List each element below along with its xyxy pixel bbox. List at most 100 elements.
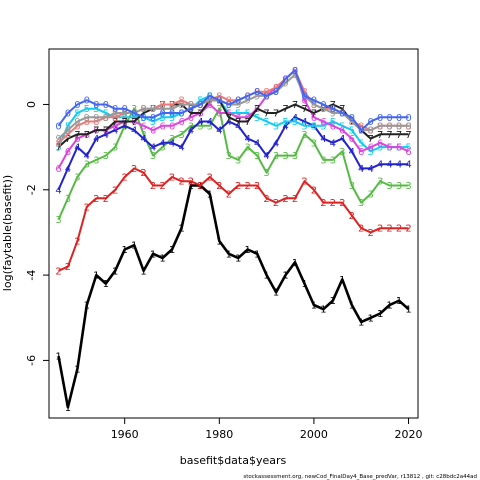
series-point: 6	[301, 96, 307, 107]
series-point: 2	[235, 181, 241, 192]
series-point: 5	[377, 143, 383, 154]
series-point: 2	[339, 198, 345, 209]
series-point: 3	[263, 168, 269, 179]
series-point: 0	[273, 87, 279, 98]
series-point: 5	[349, 126, 355, 137]
series-point: 3	[207, 121, 213, 132]
series-point: 5	[84, 104, 90, 115]
series-line	[57, 107, 409, 221]
series-point: 9	[254, 91, 260, 102]
series-point: 9	[159, 104, 165, 115]
series-point: 9	[84, 113, 90, 124]
series-point: 4	[178, 143, 184, 154]
series-point: 6	[159, 121, 165, 132]
series-point: 3	[320, 155, 326, 166]
series-point: 9	[207, 96, 213, 107]
series-point: 3	[292, 151, 298, 162]
series-point: 0	[339, 109, 345, 120]
series-point: 2	[178, 177, 184, 188]
series-point: 1	[207, 190, 213, 201]
series-point: 9	[292, 70, 298, 81]
series-point: 1	[169, 245, 175, 256]
series-point: 4	[131, 126, 137, 137]
series-point: 6	[74, 134, 80, 145]
series-point: 1	[188, 181, 194, 192]
series-point: 1	[358, 318, 364, 329]
series-point: 5	[159, 113, 165, 124]
series-point: 5	[150, 117, 156, 128]
series-point: 4	[216, 126, 222, 137]
series-point: 9	[188, 100, 194, 111]
series-point: 3	[84, 160, 90, 171]
series-point: 3	[339, 147, 345, 158]
series-point: 5	[330, 117, 336, 128]
series-point: 4	[358, 164, 364, 175]
series-point: 6	[330, 121, 336, 132]
series-point: 0	[112, 104, 118, 115]
series-point: 9	[74, 117, 80, 128]
series-point: 7	[301, 104, 307, 115]
series-point: 4	[74, 143, 80, 154]
series-point: 7	[122, 117, 128, 128]
series-point: 5	[405, 143, 411, 154]
series-point: 9	[330, 109, 336, 120]
series-point: 2	[216, 181, 222, 192]
series-point: 7	[330, 100, 336, 111]
series-point: 6	[377, 138, 383, 149]
series-point: 5	[311, 121, 317, 132]
y-tick-label: 0	[25, 101, 38, 108]
series-point: 9	[93, 113, 99, 124]
series-point: 4	[197, 117, 203, 128]
x-tick-label: 1960	[111, 428, 139, 441]
series-point: 1	[330, 296, 336, 307]
series-point: 0	[405, 113, 411, 124]
series-point: 2	[93, 194, 99, 205]
series-point: 4	[235, 121, 241, 132]
series-point: 3	[386, 181, 392, 192]
series-point: 5	[320, 121, 326, 132]
series-point: 7	[263, 109, 269, 120]
series-point: 3	[235, 155, 241, 166]
series-point: 1	[122, 245, 128, 256]
series-point: 1	[386, 301, 392, 312]
series-point: 6	[339, 126, 345, 137]
series-point: 3	[282, 151, 288, 162]
series-point: 3	[377, 177, 383, 188]
series-point: 6	[226, 109, 232, 120]
series-point: 2	[320, 198, 326, 209]
series-point: 2	[311, 185, 317, 196]
series-point: 6	[112, 121, 118, 132]
series-point: 5	[74, 109, 80, 120]
series-point: 1	[292, 258, 298, 269]
series-point: 7	[131, 117, 137, 128]
series-point: 6	[349, 134, 355, 145]
series-point: 6	[216, 109, 222, 120]
series-point: 9	[169, 104, 175, 115]
series-point: 7	[396, 130, 402, 141]
series-point: 8	[74, 121, 80, 132]
series-point: 0	[377, 113, 383, 124]
series-point: 5	[235, 109, 241, 120]
series-point: 9	[320, 104, 326, 115]
series-point: 4	[263, 151, 269, 162]
series-point: 7	[55, 143, 61, 154]
series-point: 4	[396, 160, 402, 171]
series-point: 3	[55, 215, 61, 226]
series-point: 8	[358, 121, 364, 132]
series-point: 4	[103, 130, 109, 141]
series-point: 9	[65, 126, 71, 137]
series-point: 4	[254, 138, 260, 149]
series-point: 4	[377, 160, 383, 171]
series-point: 2	[103, 194, 109, 205]
series-point: 0	[254, 87, 260, 98]
series-point: 1	[320, 305, 326, 316]
series-point: 2	[377, 224, 383, 235]
series-point: 1	[235, 254, 241, 265]
series-point: 8	[169, 100, 175, 111]
series-point: 2	[65, 262, 71, 273]
footer-caption: stockassessment.org, newCod_FinalDay4_Ba…	[243, 474, 477, 480]
